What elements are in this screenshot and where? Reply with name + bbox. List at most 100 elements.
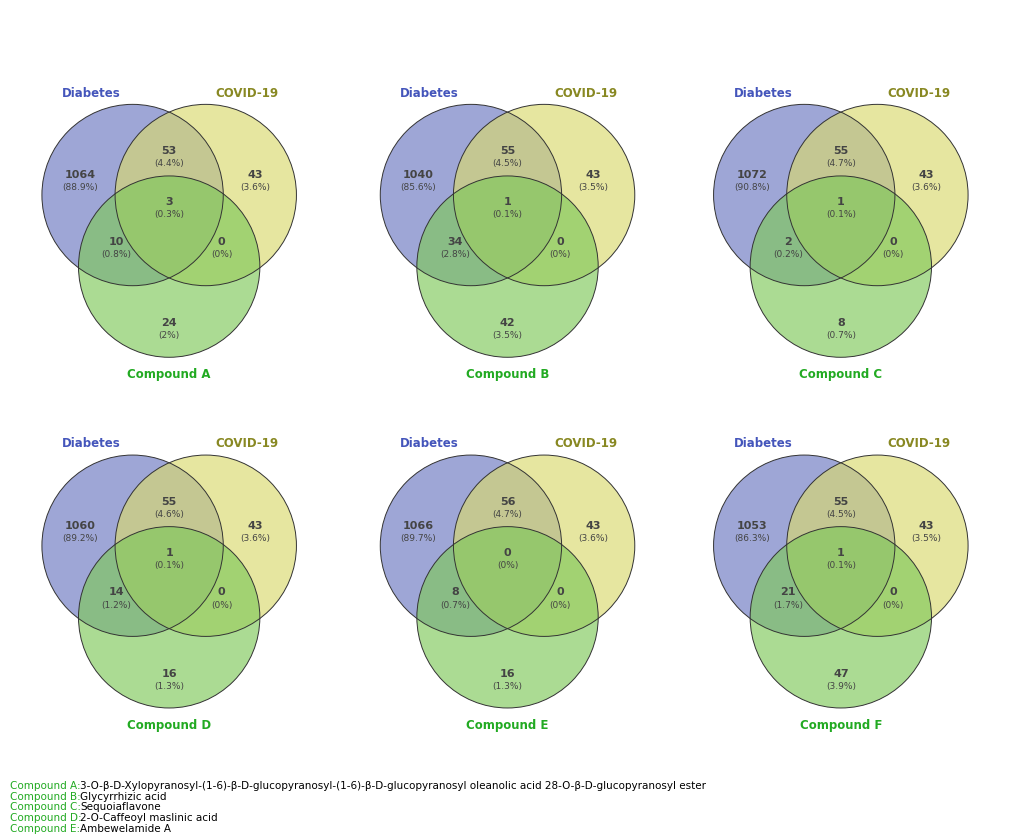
Text: (0%): (0%) xyxy=(549,250,571,259)
Text: (85.6%): (85.6%) xyxy=(401,183,436,192)
Text: Diabetes: Diabetes xyxy=(400,438,459,450)
Text: COVID-19: COVID-19 xyxy=(215,87,279,99)
Circle shape xyxy=(380,104,562,286)
Text: (4.7%): (4.7%) xyxy=(493,510,522,519)
Text: 0: 0 xyxy=(890,237,897,247)
Text: (2%): (2%) xyxy=(159,331,180,340)
Text: (4.7%): (4.7%) xyxy=(826,159,855,169)
Text: (0%): (0%) xyxy=(497,561,518,570)
Text: (3.5%): (3.5%) xyxy=(493,331,522,340)
Text: Sequoiaflavone: Sequoiaflavone xyxy=(81,802,161,812)
Text: Diabetes: Diabetes xyxy=(62,438,120,450)
Text: 0: 0 xyxy=(890,588,897,598)
Text: 16: 16 xyxy=(500,669,515,679)
Text: Compound C:: Compound C: xyxy=(10,802,85,812)
Text: COVID-19: COVID-19 xyxy=(553,438,617,450)
Circle shape xyxy=(713,455,895,636)
Text: 16: 16 xyxy=(162,669,177,679)
Circle shape xyxy=(750,176,931,357)
Text: (0.8%): (0.8%) xyxy=(102,250,131,259)
Text: (3.6%): (3.6%) xyxy=(912,183,941,192)
Text: (89.7%): (89.7%) xyxy=(401,534,436,543)
Text: Compound C: Compound C xyxy=(799,368,883,382)
Text: 1: 1 xyxy=(837,197,844,207)
Text: (3.5%): (3.5%) xyxy=(912,534,941,543)
Text: 14: 14 xyxy=(109,588,124,598)
Text: 0: 0 xyxy=(218,237,225,247)
Text: Diabetes: Diabetes xyxy=(62,87,120,99)
Text: 55: 55 xyxy=(833,497,848,507)
Circle shape xyxy=(42,104,223,286)
Text: Compound F: Compound F xyxy=(800,719,882,732)
Text: (0.2%): (0.2%) xyxy=(774,250,803,259)
Text: 24: 24 xyxy=(162,318,177,328)
Text: 55: 55 xyxy=(500,146,515,156)
Text: 1066: 1066 xyxy=(403,521,434,531)
Circle shape xyxy=(115,104,297,286)
Text: 34: 34 xyxy=(447,237,463,247)
Text: (1.3%): (1.3%) xyxy=(493,682,522,691)
Text: (1.3%): (1.3%) xyxy=(155,682,184,691)
Text: 42: 42 xyxy=(500,318,515,328)
Text: 0: 0 xyxy=(218,588,225,598)
Text: 8: 8 xyxy=(451,588,459,598)
Text: Compound A:: Compound A: xyxy=(10,781,84,791)
Text: (0.7%): (0.7%) xyxy=(440,600,470,610)
Text: 21: 21 xyxy=(781,588,796,598)
Text: Glycyrrhizic acid: Glycyrrhizic acid xyxy=(81,792,167,802)
Text: 1072: 1072 xyxy=(736,170,768,180)
Text: 43: 43 xyxy=(247,521,263,531)
Text: (2.8%): (2.8%) xyxy=(440,250,470,259)
Text: (0.1%): (0.1%) xyxy=(155,561,184,570)
Circle shape xyxy=(79,176,260,357)
Text: (3.6%): (3.6%) xyxy=(240,534,270,543)
Text: Compound D:: Compound D: xyxy=(10,813,85,823)
Text: COVID-19: COVID-19 xyxy=(887,438,950,450)
Text: (86.3%): (86.3%) xyxy=(734,534,770,543)
Text: (90.8%): (90.8%) xyxy=(734,183,770,192)
Text: 1: 1 xyxy=(166,548,173,558)
Text: 2: 2 xyxy=(785,237,792,247)
Circle shape xyxy=(750,527,931,708)
Text: (3.9%): (3.9%) xyxy=(826,682,855,691)
Text: (0%): (0%) xyxy=(549,600,571,610)
Circle shape xyxy=(453,104,634,286)
Circle shape xyxy=(713,104,895,286)
Text: 0: 0 xyxy=(504,548,511,558)
Text: COVID-19: COVID-19 xyxy=(215,438,279,450)
Text: (88.9%): (88.9%) xyxy=(63,183,98,192)
Text: 8: 8 xyxy=(837,318,844,328)
Text: 43: 43 xyxy=(919,521,934,531)
Text: (0%): (0%) xyxy=(211,600,232,610)
Circle shape xyxy=(42,455,223,636)
Text: Diabetes: Diabetes xyxy=(733,87,792,99)
Text: Compound B:: Compound B: xyxy=(10,792,84,802)
Text: 2-O-Caffeoyl maslinic acid: 2-O-Caffeoyl maslinic acid xyxy=(81,813,218,823)
Text: Compound D: Compound D xyxy=(127,719,211,732)
Text: COVID-19: COVID-19 xyxy=(553,87,617,99)
Circle shape xyxy=(453,455,634,636)
Text: (0%): (0%) xyxy=(211,250,232,259)
Text: 0: 0 xyxy=(557,237,564,247)
Text: 1064: 1064 xyxy=(65,170,96,180)
Circle shape xyxy=(787,104,968,286)
Text: (0.3%): (0.3%) xyxy=(155,210,184,220)
Text: 1040: 1040 xyxy=(403,170,434,180)
Text: (0.7%): (0.7%) xyxy=(826,331,855,340)
Text: (1.7%): (1.7%) xyxy=(774,600,803,610)
Text: 10: 10 xyxy=(109,237,124,247)
Text: 55: 55 xyxy=(833,146,848,156)
Text: 53: 53 xyxy=(162,146,177,156)
Text: (4.5%): (4.5%) xyxy=(826,510,855,519)
Circle shape xyxy=(417,527,598,708)
Text: 43: 43 xyxy=(247,170,263,180)
Text: 1053: 1053 xyxy=(736,521,767,531)
Text: (0%): (0%) xyxy=(883,600,904,610)
Text: COVID-19: COVID-19 xyxy=(887,87,950,99)
Text: 1: 1 xyxy=(504,197,511,207)
Circle shape xyxy=(79,527,260,708)
Text: 3: 3 xyxy=(166,197,173,207)
Text: (4.6%): (4.6%) xyxy=(155,510,184,519)
Text: Ambewelamide A: Ambewelamide A xyxy=(81,824,172,834)
Text: 47: 47 xyxy=(833,669,848,679)
